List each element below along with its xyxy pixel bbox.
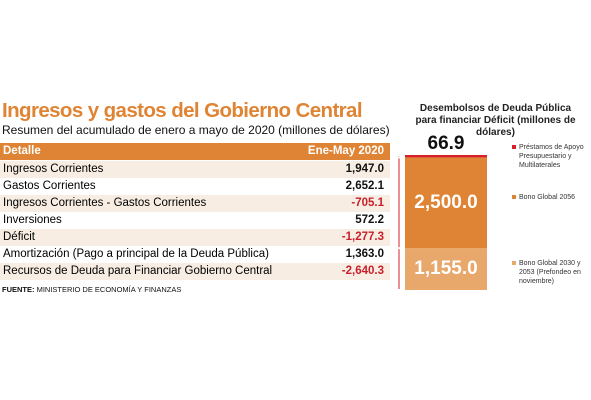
legend-label: Bono Global 2056: [519, 193, 576, 201]
row-label: Inversiones: [3, 214, 62, 226]
value-label: 66.9: [428, 133, 465, 154]
column-header: Ene-May 2020: [307, 145, 384, 157]
table-row: Ingresos Corrientes - Gastos Corrientes -…: [0, 195, 390, 212]
legend-item: Préstamos de Apoyo Presupuestario y Mult…: [512, 143, 591, 170]
row-label: Ingresos Corrientes - Gastos Corrientes: [3, 197, 207, 209]
row-value: 1,363.0: [345, 248, 384, 260]
value-label: 2,500.0: [414, 192, 477, 213]
value-label: 1,155.0: [414, 258, 477, 279]
source: FUENTE: MINISTERIO DE ECONOMÍA Y FINANZA…: [2, 285, 181, 294]
table-row: Recursos de Deuda para Financiar Gobiern…: [0, 263, 390, 280]
row-label: Amortización (Pago a principal de la Deu…: [3, 248, 269, 260]
table-row: Inversiones 572.2: [0, 212, 390, 229]
row-label: Déficit: [3, 231, 35, 243]
source-text: MINISTERIO DE ECONOMÍA Y FINANZAS: [36, 285, 182, 294]
source-label: FUENTE:: [2, 285, 35, 294]
bar-segment: [405, 155, 487, 158]
legend-swatch: [512, 261, 516, 266]
table-row: Ingresos Corrientes 1,947.0: [0, 161, 390, 178]
bar-segment: [405, 248, 487, 290]
header-row: Detalle Ene-May 2020: [0, 143, 390, 160]
table-row: Amortización (Pago a principal de la Deu…: [0, 246, 390, 263]
row-value: 1,947.0: [345, 163, 384, 175]
legend-swatch: [512, 145, 516, 149]
table-row: Gastos Corrientes 2,652.1: [0, 178, 390, 195]
row-value: 2,652.1: [345, 180, 384, 192]
bar-segment: [405, 157, 487, 249]
legend-swatch: [512, 194, 516, 199]
column-header: Detalle: [3, 145, 41, 157]
row-value: 572.2: [355, 214, 384, 226]
legend-item: Bono Global 2030 y 2053 (Prefondeo en no…: [512, 259, 591, 286]
table-row: Déficit -1,277.3: [0, 229, 390, 246]
legend-label: Préstamos de Apoyo Presupuestario y Mult…: [519, 144, 584, 169]
title: Ingresos y gastos del Gobierno Central: [2, 99, 363, 122]
legend-label: Bono Global 2030 y 2053 (Prefondeo en no…: [519, 260, 581, 286]
row-value: -705.1: [351, 197, 384, 209]
legend-item: Bono Global 2056: [512, 193, 591, 202]
row-value: -2,640.3: [341, 265, 384, 277]
row-value: -1,277.3: [341, 231, 384, 243]
row-label: Gastos Corrientes: [3, 180, 96, 192]
row-label: Ingresos Corrientes: [3, 163, 104, 175]
row-label: Recursos de Deuda para Financiar Gobiern…: [3, 265, 273, 277]
chart-title: Desembolsos de Deuda Pública para financ…: [415, 103, 576, 138]
subtitle: Resumen del acumulado de enero a mayo de…: [2, 123, 390, 137]
